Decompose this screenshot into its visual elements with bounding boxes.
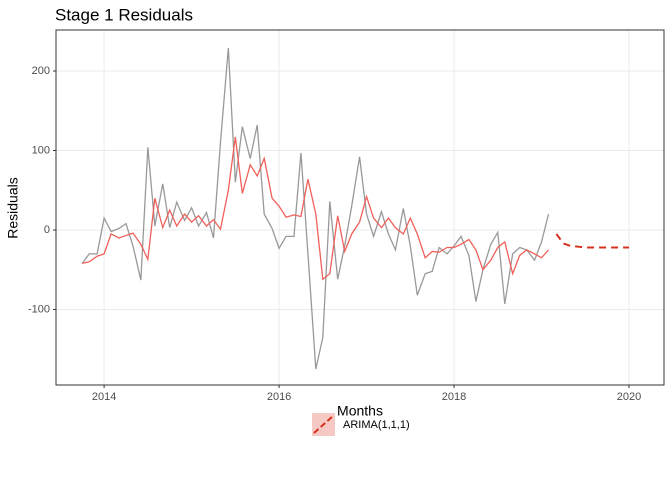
x-tick-label: 2018 [442, 391, 466, 403]
x-tick-label: 2014 [92, 391, 116, 403]
x-tick-label: 2020 [617, 391, 641, 403]
y-tick-label: 100 [32, 144, 50, 156]
y-tick-label: -100 [28, 303, 50, 315]
series-line [82, 136, 550, 281]
x-axis-title: Months [337, 403, 383, 419]
chart-title: Stage 1 Residuals [55, 5, 193, 24]
y-tick-label: 0 [44, 224, 50, 236]
legend-label: ARIMA(1,1,1) [343, 419, 410, 431]
y-axis-title: Residuals [5, 177, 21, 238]
x-tick-label: 2016 [267, 391, 291, 403]
series-line [81, 47, 550, 370]
forecast-line [555, 233, 630, 249]
legend-line [313, 415, 334, 434]
y-tick-label: 200 [32, 65, 50, 77]
plot-border [55, 29, 665, 386]
